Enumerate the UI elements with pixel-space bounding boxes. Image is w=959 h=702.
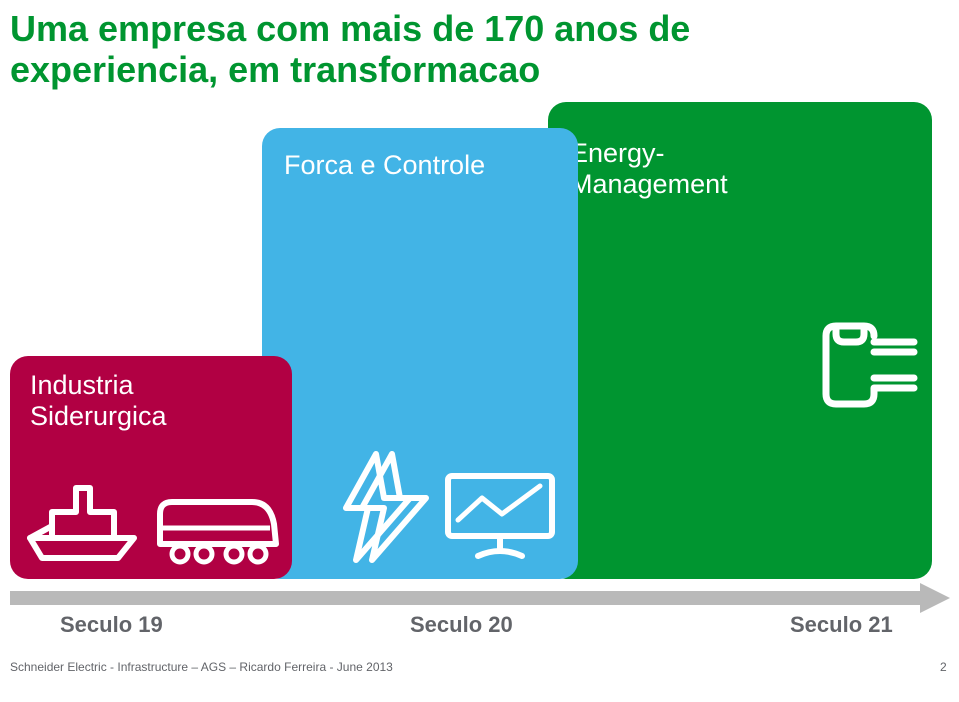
arrow-shape <box>10 583 950 613</box>
card-blue-label: Forca e Controle <box>284 150 485 181</box>
footer-text: Schneider Electric - Infrastructure – AG… <box>10 660 393 674</box>
century-20: Seculo 20 <box>410 612 513 638</box>
train-wheel-2 <box>196 546 212 562</box>
card-industria-siderurgica: Industria Siderurgica <box>10 356 292 579</box>
card-green-label: Energy- Management <box>570 138 728 200</box>
train-wheel-4 <box>250 546 266 562</box>
card-energy-management: Energy- Management <box>548 102 932 579</box>
ship-icon <box>22 468 140 571</box>
title-line1: Uma empresa com mais de 170 anos de <box>10 8 690 49</box>
century-21: Seculo 21 <box>790 612 893 638</box>
footer: Schneider Electric - Infrastructure – AG… <box>10 660 393 674</box>
lightning-icon <box>326 448 430 571</box>
card-magenta-label-line1: Industria <box>30 370 167 401</box>
monitor-graph <box>458 486 540 520</box>
train-body <box>160 502 276 544</box>
page-number: 2 <box>940 660 947 674</box>
card-green-label-line2: Management <box>570 169 728 200</box>
plug-path <box>826 326 914 404</box>
monitor-icon <box>440 468 560 567</box>
train-wheel-1 <box>172 546 188 562</box>
card-magenta-label: Industria Siderurgica <box>30 370 167 432</box>
card-green-label-line1: Energy- <box>570 138 728 169</box>
monitor-base <box>478 551 522 556</box>
plug-icon <box>816 316 924 419</box>
train-wheel-3 <box>226 546 242 562</box>
century-19: Seculo 19 <box>60 612 163 638</box>
page-title: Uma empresa com mais de 170 anos de expe… <box>10 8 690 91</box>
train-icon <box>152 494 280 573</box>
title-line2: experiencia, em transformacao <box>10 49 690 90</box>
timeline-arrow <box>10 583 950 613</box>
card-magenta-label-line2: Siderurgica <box>30 401 167 432</box>
page-root: Uma empresa com mais de 170 anos de expe… <box>0 0 959 702</box>
card-forca-controle: Forca e Controle <box>262 128 578 579</box>
monitor-screen <box>448 476 552 536</box>
ship-superstructure <box>52 488 114 538</box>
ship-hull <box>30 538 134 558</box>
